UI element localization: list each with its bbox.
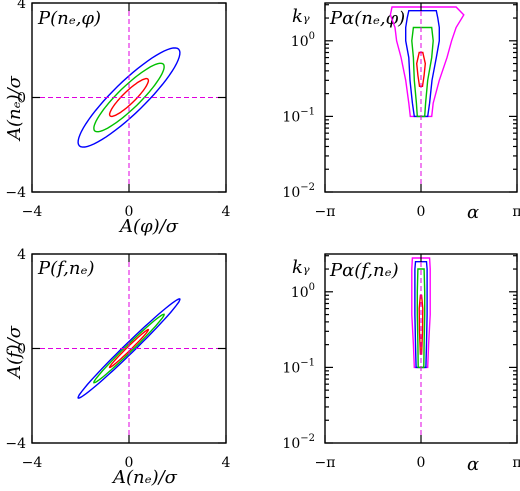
contour-line bbox=[77, 47, 181, 148]
x-tick-label: 0 bbox=[417, 455, 426, 471]
x-tick-label: 0 bbox=[125, 455, 134, 471]
contour-group bbox=[77, 298, 181, 399]
contour-line bbox=[416, 268, 426, 369]
panel-bottom-right: Pα(f,nₑ) kᵧ α −π 0 π 100 10−1 10−2 bbox=[282, 253, 520, 475]
contour-group bbox=[411, 257, 431, 369]
plot-frame bbox=[31, 253, 227, 444]
y-tick-label: −4 bbox=[5, 185, 26, 201]
plot-frame bbox=[324, 2, 518, 193]
x-tick-label: π bbox=[512, 204, 520, 220]
panel-title: P(f,nₑ) bbox=[37, 258, 94, 279]
x-tick-label: 0 bbox=[125, 204, 134, 220]
contour-line bbox=[108, 77, 150, 118]
y-tick-label: 10−1 bbox=[282, 357, 315, 376]
y-tick-label: 10−1 bbox=[282, 106, 315, 125]
x-axis-label: α bbox=[467, 202, 479, 223]
x-tick-label: 4 bbox=[222, 204, 231, 220]
x-tick-label: −π bbox=[315, 204, 336, 220]
y-tick-label: 0 bbox=[17, 91, 26, 107]
y-tick-label: 4 bbox=[17, 0, 26, 12]
y-tick-label: 10−2 bbox=[282, 433, 315, 452]
y-axis-label: A(nₑ)/σ bbox=[4, 75, 25, 142]
x-tick-label: −4 bbox=[22, 455, 43, 471]
y-tick-label: 0 bbox=[17, 342, 26, 358]
y-tick-label: 4 bbox=[17, 247, 26, 263]
y-tick-label: −4 bbox=[5, 436, 26, 452]
y-tick-label: 100 bbox=[291, 31, 315, 50]
panel-bottom-left: P(f,nₑ) A(nₑ)/σ A(f)/σ −4 0 4 −4 0 4 bbox=[4, 247, 231, 488]
contour-line bbox=[77, 298, 181, 399]
contour-line bbox=[93, 62, 165, 133]
panel-title: Pα(f,nₑ) bbox=[329, 260, 399, 281]
contour-line bbox=[414, 261, 428, 369]
contour-line bbox=[411, 26, 434, 118]
panel-top-right: Pα(nₑ,φ) kᵧ α −π 0 π 100 10−1 10−2 bbox=[282, 2, 520, 223]
x-tick-label: π bbox=[512, 455, 520, 471]
panel-title: P(nₑ,φ) bbox=[37, 8, 101, 29]
contour-line bbox=[389, 6, 465, 118]
x-axis-label: α bbox=[467, 454, 479, 475]
x-tick-label: −π bbox=[315, 455, 336, 471]
x-tick-label: −4 bbox=[22, 204, 43, 220]
plot-frame bbox=[324, 253, 518, 444]
contour-group bbox=[389, 6, 465, 118]
panel-title: Pα(nₑ,φ) bbox=[329, 8, 405, 29]
contour-line bbox=[93, 313, 165, 384]
contour-line bbox=[415, 51, 427, 88]
y-axis-label: A(f)/σ bbox=[4, 325, 25, 380]
y-axis-label: kᵧ bbox=[292, 257, 310, 278]
contour-line bbox=[405, 9, 440, 118]
contour-line bbox=[418, 294, 424, 355]
panel-top-left: P(nₑ,φ) A(φ)/σ A(nₑ)/σ −4 0 4 −4 0 4 bbox=[4, 0, 231, 237]
x-tick-label: 0 bbox=[417, 204, 426, 220]
contour-group bbox=[77, 47, 181, 148]
y-tick-label: 10−2 bbox=[282, 182, 315, 201]
contour-line bbox=[411, 257, 431, 369]
x-axis-label: A(nₑ)/σ bbox=[111, 467, 178, 488]
y-axis-label: kᵧ bbox=[292, 6, 310, 27]
plot-frame bbox=[31, 2, 227, 193]
contour-line bbox=[108, 328, 150, 369]
x-axis-label: A(φ)/σ bbox=[118, 216, 179, 237]
y-tick-label: 100 bbox=[291, 282, 315, 301]
x-tick-label: 4 bbox=[222, 455, 231, 471]
